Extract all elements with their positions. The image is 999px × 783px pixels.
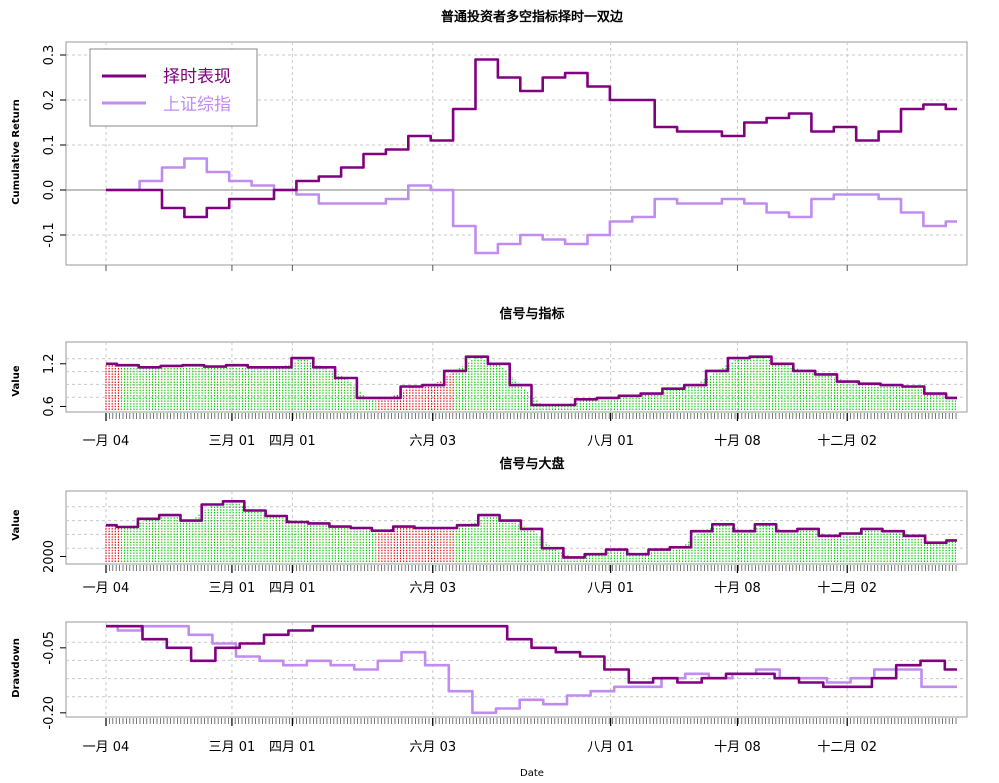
panel2-xtick-label-0: 一月 04 — [83, 434, 130, 449]
panel4-ytick-label-1: -0.20 — [42, 696, 57, 730]
panel2-xtick-label-6: 十二月 02 — [817, 434, 877, 449]
panel1-series-index — [106, 157, 957, 255]
panel2-ylabel: Value — [11, 365, 22, 396]
panel2-xtick-label-4: 八月 01 — [587, 434, 634, 449]
panel3-ylabel: Value — [11, 509, 22, 540]
panel2-xtick-label-2: 四月 01 — [269, 434, 316, 449]
panel3-xtick-label-1: 三月 01 — [209, 581, 256, 596]
panel2-ytick-label-0: 1.2 — [42, 353, 57, 374]
panel1-ytick-label-1: 0.2 — [42, 90, 57, 111]
panel4-xtick-label-0: 一月 04 — [83, 740, 130, 755]
panel2-series-line — [106, 355, 957, 407]
panel1-frame — [65, 41, 968, 266]
legend-box — [89, 48, 258, 127]
legend-label-index: 上证综指 — [163, 95, 231, 115]
panel4-xtick-label-4: 八月 01 — [587, 740, 634, 755]
legend-label-timing: 择时表现 — [163, 67, 231, 87]
panel3-series-line — [106, 500, 957, 559]
panel3-xtick-label-5: 十月 08 — [714, 581, 761, 596]
panel1-ytick-label-4: -0.1 — [42, 222, 57, 247]
panel1-legend: 择时表现 上证综指 — [89, 48, 258, 127]
panel3-plot: 2000 一月 04 三月 01 四月 01 六月 03 八月 01 十月 08 十二月 02 — [42, 490, 968, 596]
panel3-ytick-label-0: 2000 — [42, 540, 57, 573]
panel1-ytick-label-0: 0.3 — [42, 45, 57, 66]
panel4-ylabel: Drawdown — [11, 638, 22, 698]
panel3-frame — [65, 490, 968, 565]
panel4-series-timing — [106, 624, 957, 689]
panel1-ytick-label-2: 0.1 — [42, 135, 57, 156]
panel4-frame — [65, 621, 968, 718]
panel3-xtick-label-6: 十二月 02 — [817, 581, 877, 596]
panel3-xtick-label-0: 一月 04 — [83, 581, 130, 596]
panel4-ytick-label-0: -0.05 — [42, 631, 57, 665]
panel2-xtick-label-3: 六月 03 — [409, 434, 456, 449]
panel4-xtick-label-6: 十二月 02 — [817, 740, 877, 755]
panel2-plot: 1.2 0.6 一月 04 三月 01 四月 01 六月 03 八月 01 十月 08 十二月 … — [42, 341, 968, 449]
panel3-xtick-label-3: 六月 03 — [409, 581, 456, 596]
panel2-xtick-label-5: 十月 08 — [714, 434, 761, 449]
panel2-frame — [65, 341, 968, 413]
panel1-series-timing — [106, 58, 957, 219]
panel2-signal-fill — [105, 356, 956, 410]
panel3-title: 信号与大盘 — [499, 456, 564, 472]
panel1-title: 普通投资者多空指标择时一双边 — [441, 9, 624, 25]
panel4-xlabel: Date — [520, 768, 544, 779]
panel2-xtick-label-1: 三月 01 — [209, 434, 256, 449]
panel3-xtick-label-4: 八月 01 — [587, 581, 634, 596]
panel4-xtick-label-1: 三月 01 — [209, 740, 256, 755]
panel4-xtick-label-2: 四月 01 — [269, 740, 316, 755]
panel1-ytick-label-3: 0.0 — [42, 180, 57, 201]
panel1-plot: 0.3 0.2 0.1 0.0 -0.1 — [42, 41, 968, 271]
panel4-xtick-label-5: 十月 08 — [714, 740, 761, 755]
panel2-title: 信号与指标 — [499, 306, 564, 322]
panel2-ytick-label-1: 0.6 — [42, 396, 57, 417]
panel3-signal-fill — [105, 501, 956, 562]
panel3-xtick-label-2: 四月 01 — [269, 581, 316, 596]
panel4-plot: -0.05 -0.20 一月 04 三月 01 四月 01 六月 03 八月 01 十月 08… — [42, 621, 968, 755]
panel4-xtick-label-3: 六月 03 — [409, 740, 456, 755]
panel1-ylabel: Cumulative Return — [11, 99, 22, 205]
